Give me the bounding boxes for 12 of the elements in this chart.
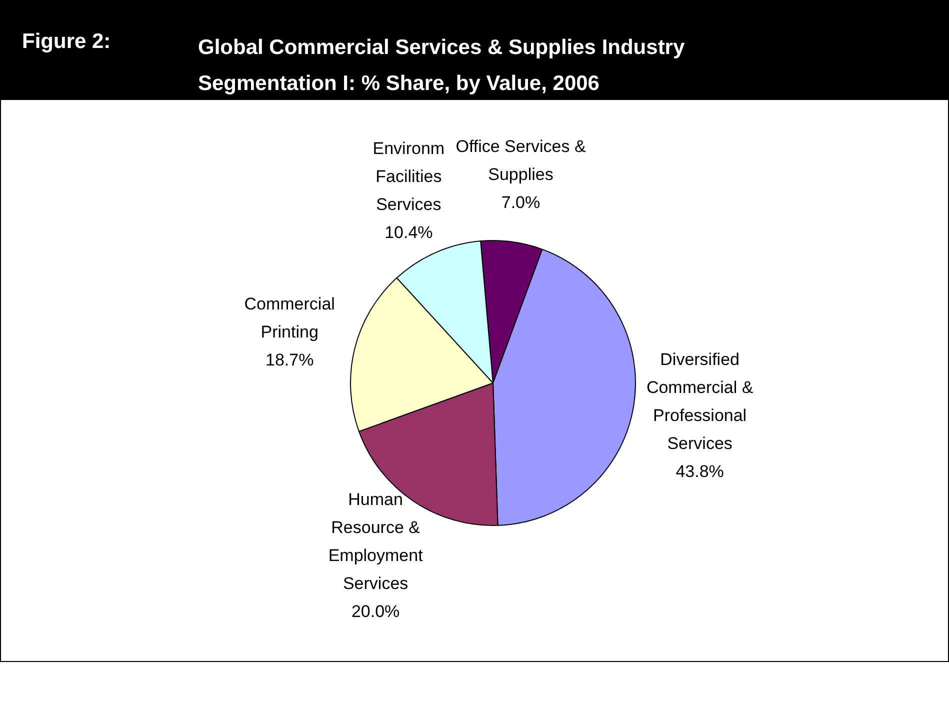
slice-label: Human Resource & Employment Services [328,490,424,594]
slice-label: Environm Facilities Services [372,138,445,214]
data-label: 7.0% [501,193,540,212]
caption: Figure 2: [22,30,111,54]
data-label: 18.7% [265,350,314,370]
chart-title: Global Commercial Services & Supplies Industry Segmentation I: % Share, by Value, 2006 [198,35,686,97]
data-label: 20.0% [351,602,400,622]
data-label: 10.4% [384,222,433,242]
data-label: 43.8% [676,462,724,481]
slice-label: Diversified Commercial & Professional Services [646,350,754,453]
slice-label: Commercial Printing [244,294,335,342]
slice-label: Office Services & Supplies [456,137,586,184]
